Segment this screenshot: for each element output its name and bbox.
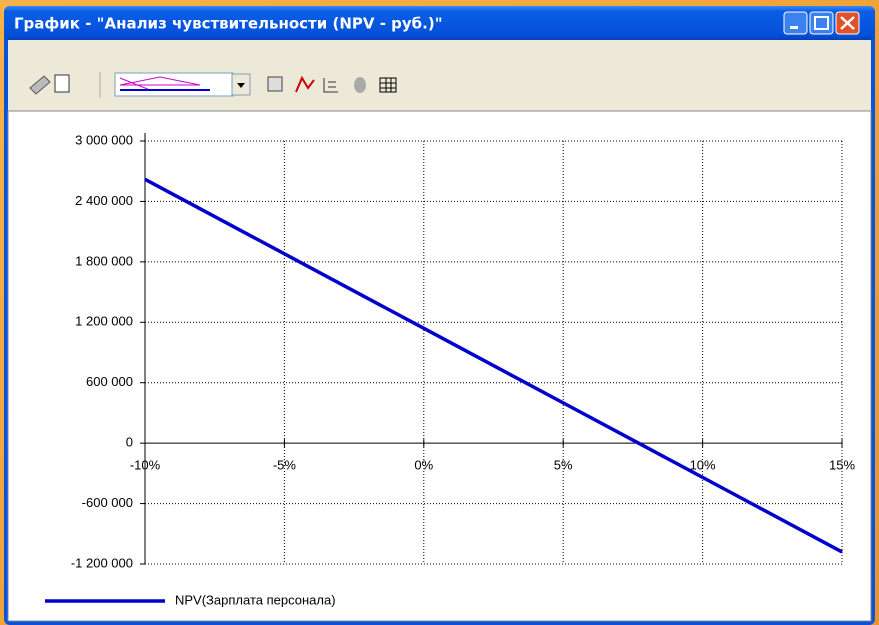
chart: -1 200 000 -600 000 0 600 000 1 200 000 1 800… xyxy=(45,132,855,607)
y-tick-label: 2 400 000 xyxy=(75,193,133,208)
series-icon[interactable] xyxy=(295,75,315,93)
close-icon xyxy=(840,16,855,30)
series-line xyxy=(144,177,843,554)
minimize-icon xyxy=(790,26,798,29)
x-tick-label: 15% xyxy=(829,458,855,473)
legend-label: NPV(Зарплата персонала) xyxy=(175,592,336,607)
axis-icon[interactable] xyxy=(323,78,338,93)
title-bar xyxy=(4,6,875,40)
x-tick-label: 0% xyxy=(414,458,433,473)
x-tick-label: -5% xyxy=(273,458,297,473)
x-tick-label: 5% xyxy=(554,458,573,473)
combo-preview xyxy=(119,76,201,91)
window-title: График - "Анализ чувствительности (NPV -… xyxy=(14,15,443,33)
properties-icon[interactable] xyxy=(267,76,283,92)
y-tick-label: 3 000 000 xyxy=(75,132,133,147)
chart-area xyxy=(7,110,872,622)
maximize-button[interactable] xyxy=(809,11,834,35)
legend-icon[interactable] xyxy=(354,77,366,93)
y-tick-label: -600 000 xyxy=(82,495,133,510)
toolbar-icons xyxy=(29,72,397,98)
y-tick-label: -1 200 000 xyxy=(71,555,133,570)
minimize-button[interactable] xyxy=(783,11,808,35)
x-tick-label: 10% xyxy=(690,458,716,473)
y-tick-label: 1 800 000 xyxy=(75,253,133,268)
print-icon[interactable] xyxy=(29,75,51,95)
table-icon[interactable] xyxy=(379,77,397,93)
combo-arrow xyxy=(237,83,245,88)
maximize-icon xyxy=(814,16,829,30)
y-tick-label: 600 000 xyxy=(86,374,133,389)
window-buttons xyxy=(783,11,860,35)
y-tick-label: 1 200 000 xyxy=(75,314,133,329)
y-tick-label: 0 xyxy=(126,435,133,450)
preview-icon[interactable] xyxy=(54,74,70,93)
